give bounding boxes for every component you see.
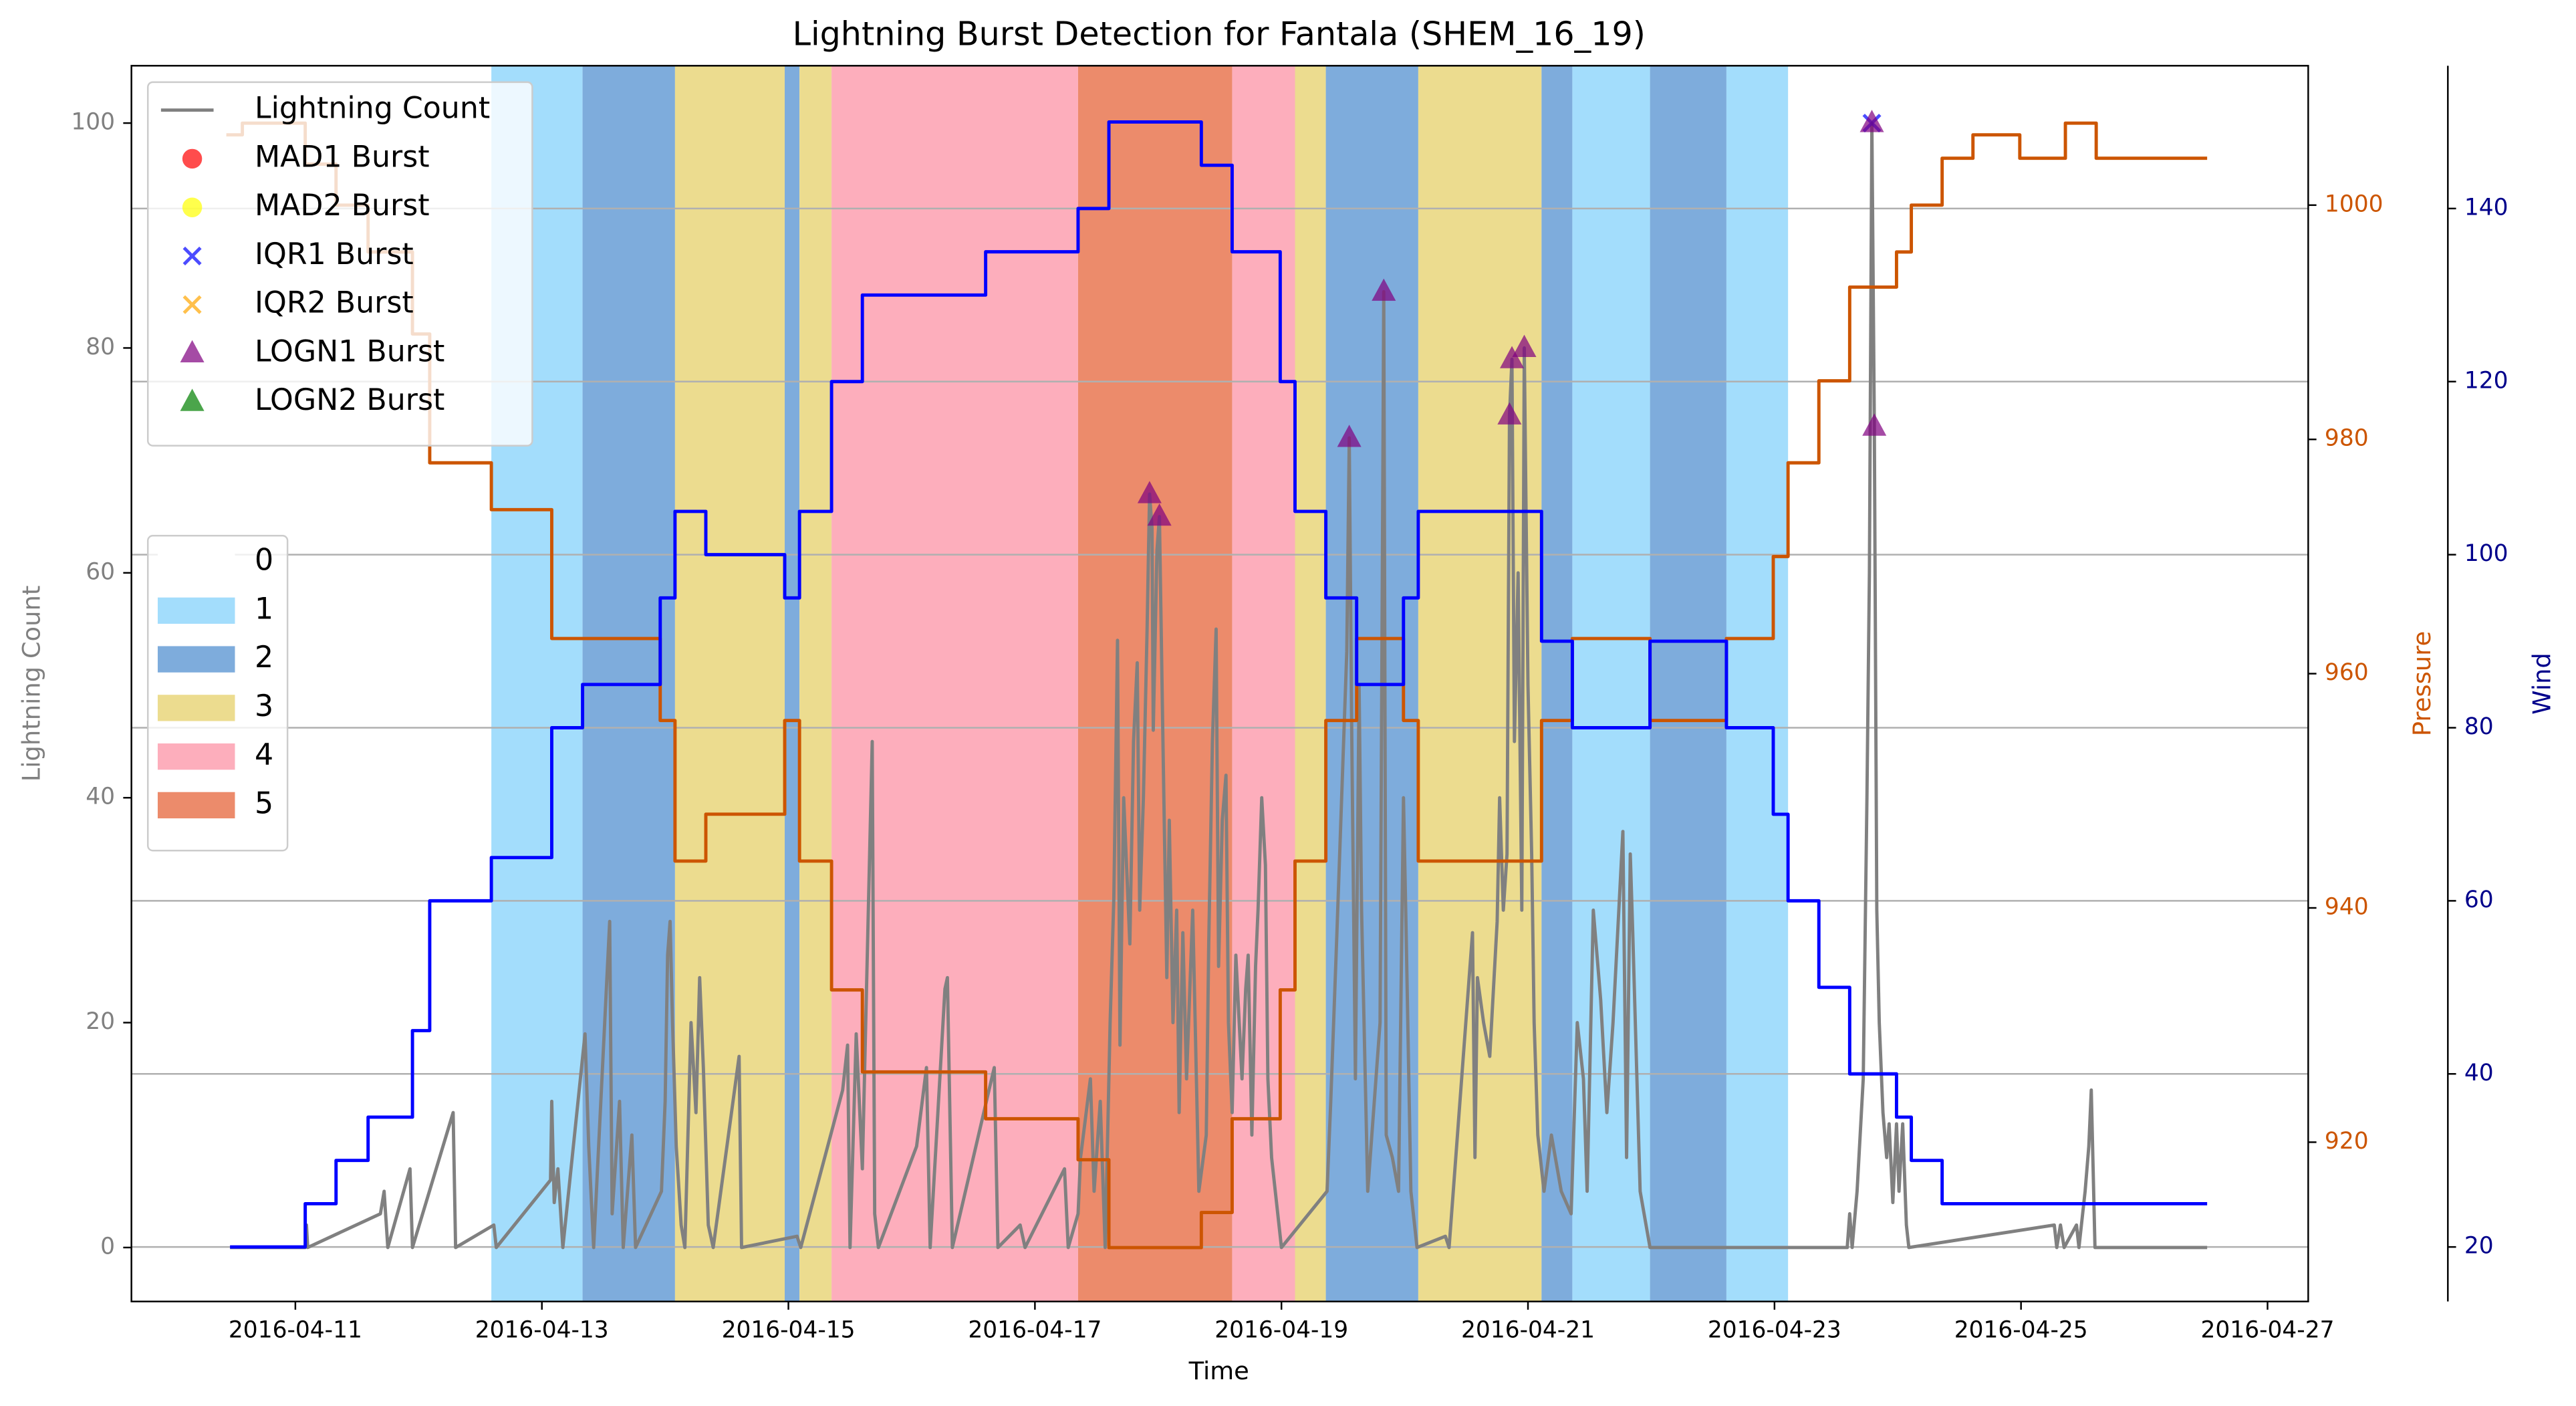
x-tick-label: 2016-04-17 <box>968 1316 1102 1343</box>
x-tick-label: 2016-04-11 <box>229 1316 362 1343</box>
y3-tick-label: 120 <box>2464 367 2508 394</box>
line-series <box>230 120 2208 1249</box>
plot-area <box>131 66 2309 1302</box>
x-tick-label: 2016-04-13 <box>475 1316 609 1343</box>
burst-marker <box>1859 110 1884 132</box>
y-tick-label: 80 <box>86 334 115 360</box>
category-band <box>1726 66 1789 1302</box>
category-band <box>1418 66 1542 1302</box>
burst-marker <box>1500 346 1525 368</box>
legend-label: Lightning Count <box>255 92 490 126</box>
y-tick-label: 60 <box>86 558 115 585</box>
band-legend-swatch <box>157 792 235 819</box>
band-legend-swatch <box>157 597 235 624</box>
y2-tick-label: 960 <box>2325 659 2369 686</box>
y3-axis-label: Wind <box>2527 653 2556 715</box>
x-tick-label: 2016-04-25 <box>1954 1316 2088 1343</box>
band-legend-label: 4 <box>255 738 273 772</box>
category-band <box>1650 66 1726 1302</box>
y3-tick-label: 60 <box>2464 887 2494 913</box>
category-band <box>1232 66 1295 1302</box>
burst-marker <box>1862 413 1887 436</box>
y2-tick-label: 1000 <box>2325 191 2384 217</box>
y-tick-label: 0 <box>100 1233 115 1260</box>
legend-label: IQR2 Burst <box>255 286 414 320</box>
band-legend-label: 0 <box>255 544 273 578</box>
line-series <box>230 121 2208 1250</box>
burst-marker <box>1372 278 1396 301</box>
legend-swatch <box>182 295 202 314</box>
y3-tick-label: 140 <box>2464 194 2508 221</box>
band-legend-label: 2 <box>255 640 273 675</box>
y2-tick-label: 980 <box>2325 425 2369 452</box>
band-legend-swatch <box>157 743 235 770</box>
legend-swatch <box>180 388 205 411</box>
y-tick-label: 40 <box>86 784 115 810</box>
legend-box <box>146 81 533 447</box>
band-legend-label: 5 <box>255 786 273 820</box>
y-tick-label: 20 <box>86 1008 115 1035</box>
legend-label: LOGN1 Burst <box>255 334 444 368</box>
y3-tick-label: 100 <box>2464 540 2508 567</box>
y2-tick-label: 940 <box>2325 894 2369 921</box>
line-series <box>226 121 2208 1250</box>
burst-marker <box>1137 481 1162 503</box>
legend-label: MAD1 Burst <box>255 140 430 174</box>
legend-label: IQR1 Burst <box>255 237 414 271</box>
x-tick-label: 2016-04-21 <box>1461 1316 1595 1343</box>
band-legend-swatch <box>157 695 235 721</box>
x-axis-label: Time <box>1188 1357 1249 1385</box>
legend-swatch <box>180 340 205 362</box>
y3-tick-label: 80 <box>2464 713 2494 740</box>
x-tick-label: 2016-04-23 <box>1708 1316 1841 1343</box>
y-axis-label: Lightning Count <box>17 586 46 782</box>
burst-marker <box>1497 402 1522 425</box>
category-band <box>674 66 785 1302</box>
burst-marker <box>1147 503 1172 526</box>
y2-tick-label: 920 <box>2325 1128 2369 1155</box>
x-tick-label: 2016-04-27 <box>2201 1316 2335 1343</box>
band-legend-swatch <box>157 548 235 576</box>
burst-marker <box>1512 334 1537 357</box>
axes-frame <box>130 65 2309 1302</box>
legend-swatch <box>182 148 203 169</box>
legend-label: MAD2 Burst <box>255 189 430 223</box>
category-band <box>785 66 800 1302</box>
x-tick-label: 2016-04-15 <box>722 1316 856 1343</box>
category-band <box>1295 66 1326 1302</box>
legend-swatch <box>182 197 203 217</box>
y3-tick-label: 20 <box>2464 1233 2494 1260</box>
y-tick-label: 100 <box>71 109 115 136</box>
band-legend-label: 3 <box>255 689 273 723</box>
x-tick-label: 2016-04-19 <box>1214 1316 1348 1343</box>
category-band <box>799 66 832 1302</box>
burst-marker <box>1337 425 1362 447</box>
chart-title: Lightning Burst Detection for Fantala (S… <box>793 15 1646 53</box>
band-legend-label: 1 <box>255 592 273 626</box>
y3-tick-label: 40 <box>2464 1060 2494 1086</box>
category-band <box>1541 66 1573 1302</box>
legend-swatch <box>182 246 202 265</box>
band-legend-swatch <box>157 646 235 673</box>
legend-label: LOGN2 Burst <box>255 383 444 417</box>
y2-axis-label: Pressure <box>2408 631 2436 736</box>
